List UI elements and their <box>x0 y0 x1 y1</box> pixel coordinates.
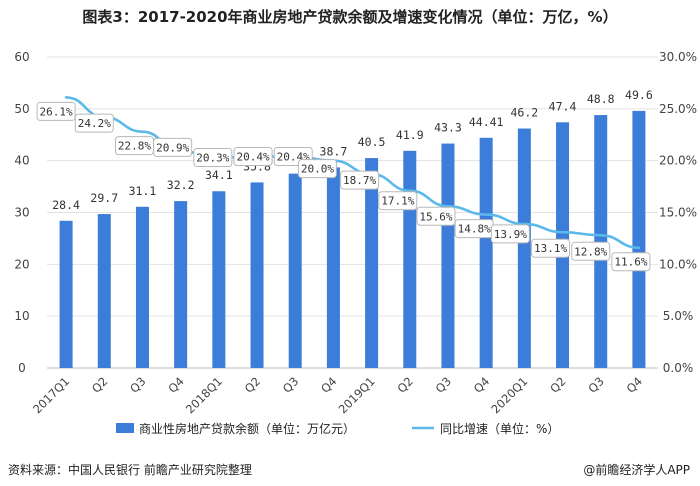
bar-value-label: 48.8 <box>587 92 615 106</box>
x-tick-label: Q2 <box>89 374 110 395</box>
x-tick-label: Q4 <box>318 374 339 395</box>
bar-value-label: 29.7 <box>90 191 118 205</box>
growth-label-box <box>416 206 456 226</box>
growth-value-label: 22.8% <box>118 140 151 153</box>
bar <box>365 158 379 368</box>
right-tick-label: 0.0% <box>663 361 694 375</box>
bar-value-label: 43.3 <box>434 121 462 135</box>
growth-value-label: 20.9% <box>156 141 189 154</box>
right-tick-label: 5.0% <box>663 309 694 323</box>
bar-value-label: 40.5 <box>358 135 386 149</box>
bar <box>288 173 302 368</box>
line-value-labels: 26.1%24.2%22.8% 20.9%20.3% 20.4% 20.4%20.0%… <box>36 101 651 272</box>
left-tick-label: 50 <box>14 102 29 116</box>
x-tick-label: Q4 <box>165 374 186 395</box>
growth-label-box <box>378 191 418 211</box>
left-tick-label: 30 <box>14 206 29 220</box>
bar-value-label: 31.1 <box>129 184 157 198</box>
growth-label-box <box>531 238 571 258</box>
growth-value-label: 13.1% <box>534 242 567 255</box>
growth-label-box <box>340 170 380 190</box>
x-tick-label: 2017Q1 <box>30 374 72 416</box>
growth-label-box <box>74 113 114 133</box>
x-tick-label: 2018Q1 <box>183 374 225 416</box>
bar-value-label: 46.2 <box>510 106 538 120</box>
x-tick-label: Q4 <box>471 374 492 395</box>
left-axis: 0 10 20 30 40 50 60 <box>14 50 29 375</box>
growth-label-box <box>233 147 273 167</box>
bar-value-label: 34.1 <box>205 168 233 182</box>
growth-value-label: 26.1% <box>40 105 73 118</box>
growth-value-label: 24.2% <box>78 117 111 130</box>
growth-value-label: 17.1% <box>381 195 414 208</box>
growth-label-box <box>36 101 76 121</box>
x-tick-label: Q3 <box>433 374 454 395</box>
bar <box>135 206 149 368</box>
bar <box>59 220 73 368</box>
x-tick-label: Q3 <box>127 374 148 395</box>
bar <box>517 128 531 368</box>
growth-label-box <box>571 241 611 261</box>
x-tick-label: Q2 <box>394 374 415 395</box>
right-tick-label: 10.0% <box>659 257 697 271</box>
right-tick-label: 25.0% <box>659 102 697 116</box>
growth-label-box <box>193 148 233 168</box>
bar <box>250 182 264 368</box>
growth-value-label: 11.6% <box>614 256 647 269</box>
source-note: 资料来源：中国人民银行 前瞻产业研究院整理 <box>8 463 252 477</box>
growth-value-label: 18.7% <box>343 174 376 187</box>
growth-label-box <box>611 252 651 272</box>
bar-value-label: 38.7 <box>320 144 348 158</box>
right-tick-label: 20.0% <box>659 154 697 168</box>
bar-value-label: 47.4 <box>549 99 577 113</box>
left-tick-label: 0 <box>18 361 26 375</box>
growth-value-label: 20.3% <box>196 152 229 165</box>
growth-label-box <box>153 137 193 157</box>
left-tick-label: 40 <box>14 154 29 168</box>
bar-value-label: 49.6 <box>625 88 653 102</box>
x-tick-label: Q3 <box>280 374 301 395</box>
bar <box>403 150 417 368</box>
left-tick-label: 60 <box>14 50 29 64</box>
growth-label-box <box>297 159 337 179</box>
legend <box>116 423 434 433</box>
left-tick-label: 10 <box>14 309 29 323</box>
bar <box>632 110 646 368</box>
credit-note: @前瞻经济学人APP <box>583 463 690 477</box>
x-tick-label: Q4 <box>624 374 645 395</box>
bar <box>326 167 340 368</box>
bar-value-label: 32.2 <box>167 178 195 192</box>
x-tick-label: Q2 <box>547 374 568 395</box>
legend-bar-label: 商业性房地产贷款余额（单位：万亿元） <box>139 422 356 436</box>
right-axis: 0.0% 5.0% 10.0% 15.0% 20.0% 25.0% 30.0% <box>659 50 697 375</box>
right-tick-label: 30.0% <box>659 50 697 64</box>
legend-bar-swatch <box>116 423 134 433</box>
left-tick-label: 20 <box>14 257 29 271</box>
bar <box>441 143 455 368</box>
bar-value-label: 28.4 <box>52 198 80 212</box>
growth-value-label: 20.0% <box>301 163 334 176</box>
chart-title: 图表3：2017-2020年商业房地产贷款余额及增速变化情况（单位：万亿，%） <box>82 8 618 26</box>
x-tick-label: Q3 <box>585 374 606 395</box>
growth-value-label: 12.8% <box>574 245 607 258</box>
bar <box>594 115 608 368</box>
bar <box>479 137 493 368</box>
growth-value-label: 14.8% <box>458 223 491 236</box>
growth-label-box <box>490 224 530 244</box>
bar <box>97 214 111 368</box>
growth-value-label: 15.6% <box>419 210 452 223</box>
x-tick-label: Q2 <box>242 374 263 395</box>
x-tick-label: 2020Q1 <box>488 374 530 416</box>
right-tick-label: 15.0% <box>659 206 697 220</box>
bar-value-label: 41.9 <box>396 128 424 142</box>
growth-value-label: 20.4% <box>236 151 269 164</box>
growth-value-label: 13.9% <box>494 228 527 241</box>
legend-line-label: 同比增速（单位：%） <box>440 422 560 436</box>
bar <box>174 201 188 368</box>
x-tick-label: 2019Q1 <box>336 374 378 416</box>
bar-value-label: 44.41 <box>469 115 504 129</box>
bar <box>212 191 226 368</box>
